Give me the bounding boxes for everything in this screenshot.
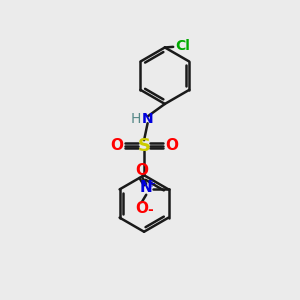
Text: Cl: Cl bbox=[175, 39, 190, 53]
Text: O: O bbox=[135, 201, 148, 216]
Text: N: N bbox=[140, 180, 153, 195]
Text: N: N bbox=[142, 112, 153, 126]
Text: S: S bbox=[138, 136, 151, 154]
Text: O: O bbox=[135, 163, 148, 178]
Text: H: H bbox=[130, 112, 141, 126]
Text: O: O bbox=[165, 138, 178, 153]
Text: -: - bbox=[147, 203, 153, 217]
Text: +: + bbox=[147, 179, 155, 189]
Text: O: O bbox=[110, 138, 123, 153]
